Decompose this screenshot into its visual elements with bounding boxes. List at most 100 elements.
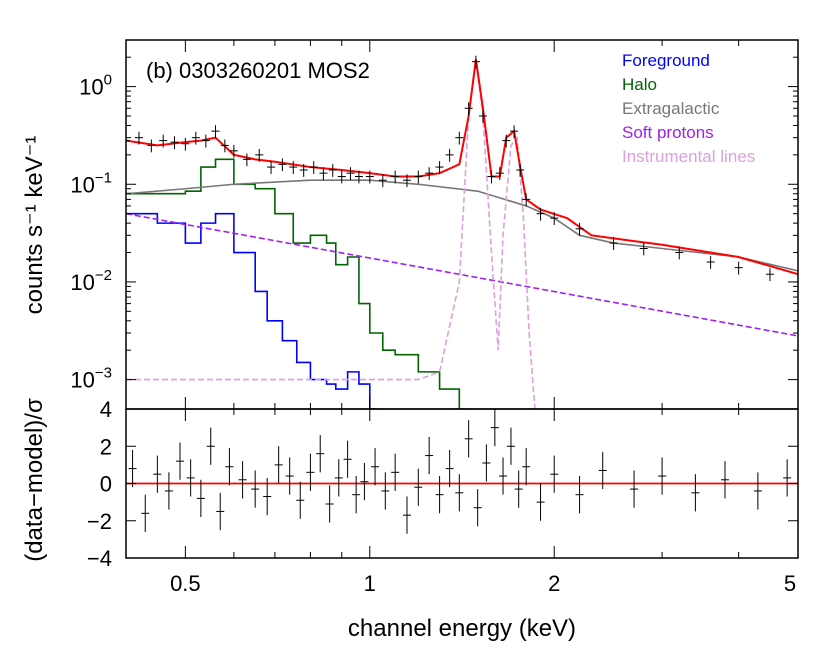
legend-item-halo: Halo xyxy=(622,75,657,94)
residual-point xyxy=(285,457,294,495)
data-point xyxy=(211,125,220,139)
data-point xyxy=(609,237,618,250)
series-soft-protons xyxy=(126,212,798,337)
data-point xyxy=(346,167,355,181)
residual-point xyxy=(473,489,482,527)
legend-item-foreground: Foreground xyxy=(622,51,710,70)
series-foreground xyxy=(126,212,376,409)
residual-point xyxy=(522,448,531,486)
data-point xyxy=(337,170,346,184)
residual-point xyxy=(216,492,225,531)
residual-point xyxy=(175,442,184,480)
residual-point xyxy=(225,448,234,486)
residual-point xyxy=(402,496,411,534)
data-point xyxy=(201,134,210,148)
residuals-y-ticks: 4 2 0 −2 −4 xyxy=(87,397,798,571)
y-tick-label: 2 xyxy=(100,434,112,459)
data-point xyxy=(639,242,648,256)
series-instrumental-lines xyxy=(126,59,536,409)
residual-point xyxy=(381,472,390,510)
data-point xyxy=(522,193,531,207)
residuals-frame xyxy=(125,408,799,559)
residual-point xyxy=(658,457,667,495)
x-axis-label: channel energy (keV) xyxy=(348,615,576,642)
residual-point xyxy=(296,481,305,519)
data-point xyxy=(550,212,559,226)
x-tick-label: 0.5 xyxy=(170,571,201,596)
residuals-data-layer xyxy=(126,409,798,534)
data-point xyxy=(734,261,743,275)
data-point xyxy=(516,164,525,177)
residual-point xyxy=(575,476,584,514)
residual-point xyxy=(238,461,247,499)
data-point xyxy=(289,161,298,174)
residual-point xyxy=(720,461,729,499)
x-tick-label: 5 xyxy=(784,571,796,596)
residual-point xyxy=(482,444,491,482)
legend-item-soft-protons: Soft protons xyxy=(622,123,714,142)
residual-point xyxy=(206,427,215,465)
residual-point xyxy=(435,476,444,514)
y-tick-label: 10−2 xyxy=(70,267,112,295)
residual-point xyxy=(196,479,205,518)
spectrum-data-layer xyxy=(126,55,798,289)
residual-point xyxy=(263,477,272,516)
data-point xyxy=(170,136,179,150)
data-point xyxy=(159,134,168,148)
y-tick-label: 100 xyxy=(79,72,112,100)
data-point xyxy=(495,167,504,181)
x-tick-label: 2 xyxy=(548,571,560,596)
residual-point xyxy=(550,455,559,493)
residual-point xyxy=(506,427,515,465)
x-tick-label: 1 xyxy=(364,571,376,596)
spectrum-y-ticks: 100 10−1 10−2 10−3 xyxy=(70,39,798,393)
residual-point xyxy=(425,436,434,475)
data-point xyxy=(510,125,519,139)
residual-point xyxy=(186,459,195,497)
data-point xyxy=(134,131,143,145)
y-tick-label: 10−3 xyxy=(70,365,112,393)
data-point xyxy=(402,174,411,188)
data-point xyxy=(455,131,464,145)
legend-item-extragalactic: Extragalactic xyxy=(622,99,720,118)
data-point xyxy=(181,137,190,151)
data-point xyxy=(126,134,130,148)
data-point xyxy=(414,170,423,184)
data-point xyxy=(706,256,715,269)
series-extragalactic xyxy=(126,179,798,272)
residual-point xyxy=(783,459,792,497)
residual-point xyxy=(128,449,137,488)
data-point xyxy=(765,268,774,282)
data-point xyxy=(478,110,487,123)
y-tick-label: −2 xyxy=(87,509,112,534)
data-point xyxy=(309,161,318,174)
data-point xyxy=(464,102,473,116)
residual-point xyxy=(334,459,343,497)
residual-point xyxy=(251,470,260,508)
legend: Foreground Halo Extragalactic Soft protons I… xyxy=(622,51,755,166)
spectrum-panel: 100 10−1 10−2 10−3 (b) 0303260201 MOS2 Fore… xyxy=(21,39,799,410)
data-point xyxy=(319,167,328,181)
residual-point xyxy=(445,449,454,488)
residual-point xyxy=(316,435,325,473)
data-point xyxy=(255,148,264,162)
data-point xyxy=(229,144,238,158)
residual-point xyxy=(371,448,380,486)
data-point xyxy=(471,55,480,69)
series-halo xyxy=(126,158,465,409)
residual-point xyxy=(414,468,423,506)
data-point xyxy=(328,164,337,177)
data-point xyxy=(191,131,200,145)
y-tick-label: −4 xyxy=(87,546,112,571)
y-tick-label: 10−1 xyxy=(70,169,112,197)
residuals-y-axis-label: (data−model)/σ xyxy=(21,398,48,562)
y-tick-label: 0 xyxy=(100,472,112,497)
residual-point xyxy=(753,472,762,510)
data-point xyxy=(675,246,684,260)
residual-point xyxy=(490,409,499,447)
data-point xyxy=(147,139,156,153)
data-point xyxy=(536,207,545,221)
data-point xyxy=(502,134,511,148)
residual-point xyxy=(141,494,150,532)
